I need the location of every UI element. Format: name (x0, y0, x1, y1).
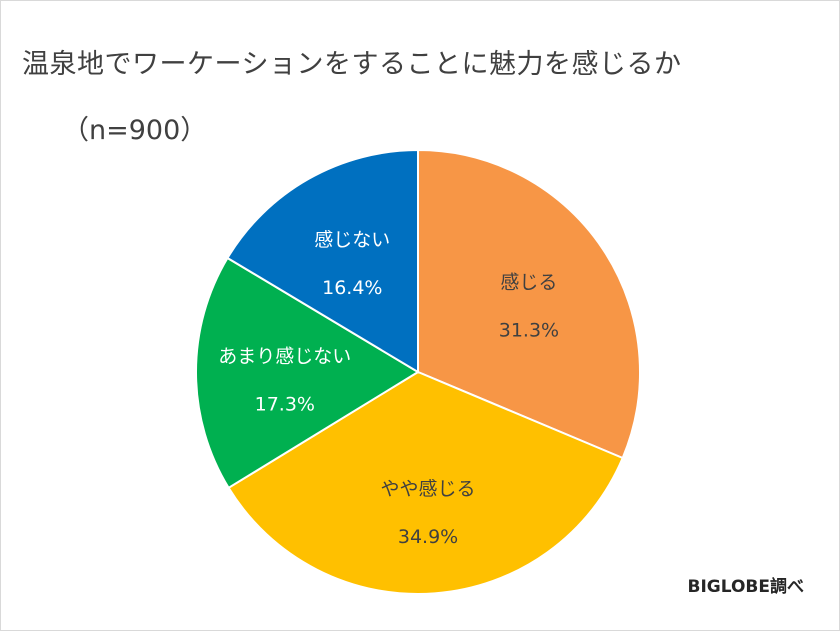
pie-slice-amari-kanjinai (195, 256, 420, 490)
chart-title: 温泉地でワーケーションをすることに魅力を感じるか (22, 49, 682, 80)
slice-label-amari-kanjinai: あまり感じない (218, 346, 351, 368)
source-note: BIGLOBE調べ (687, 577, 805, 597)
chart-subtitle: （n=900） (62, 115, 208, 146)
slice-value-kanjinai: 16.4% (322, 277, 382, 299)
slice-value-yaya-kanjiru: 34.9% (398, 526, 458, 548)
slice-label-kanjiru: 感じる (500, 271, 557, 293)
slice-value-kanjiru: 31.3% (499, 319, 559, 341)
pie-slice-kanjiru (417, 148, 641, 460)
slice-value-amari-kanjinai: 17.3% (255, 394, 315, 416)
pie-slice-yaya-kanjiru (227, 370, 624, 595)
pie-slice-kanjinai (226, 148, 419, 374)
slice-label-kanjinai: 感じない (314, 229, 390, 251)
slice-label-yaya-kanjiru: やや感じる (381, 478, 476, 500)
